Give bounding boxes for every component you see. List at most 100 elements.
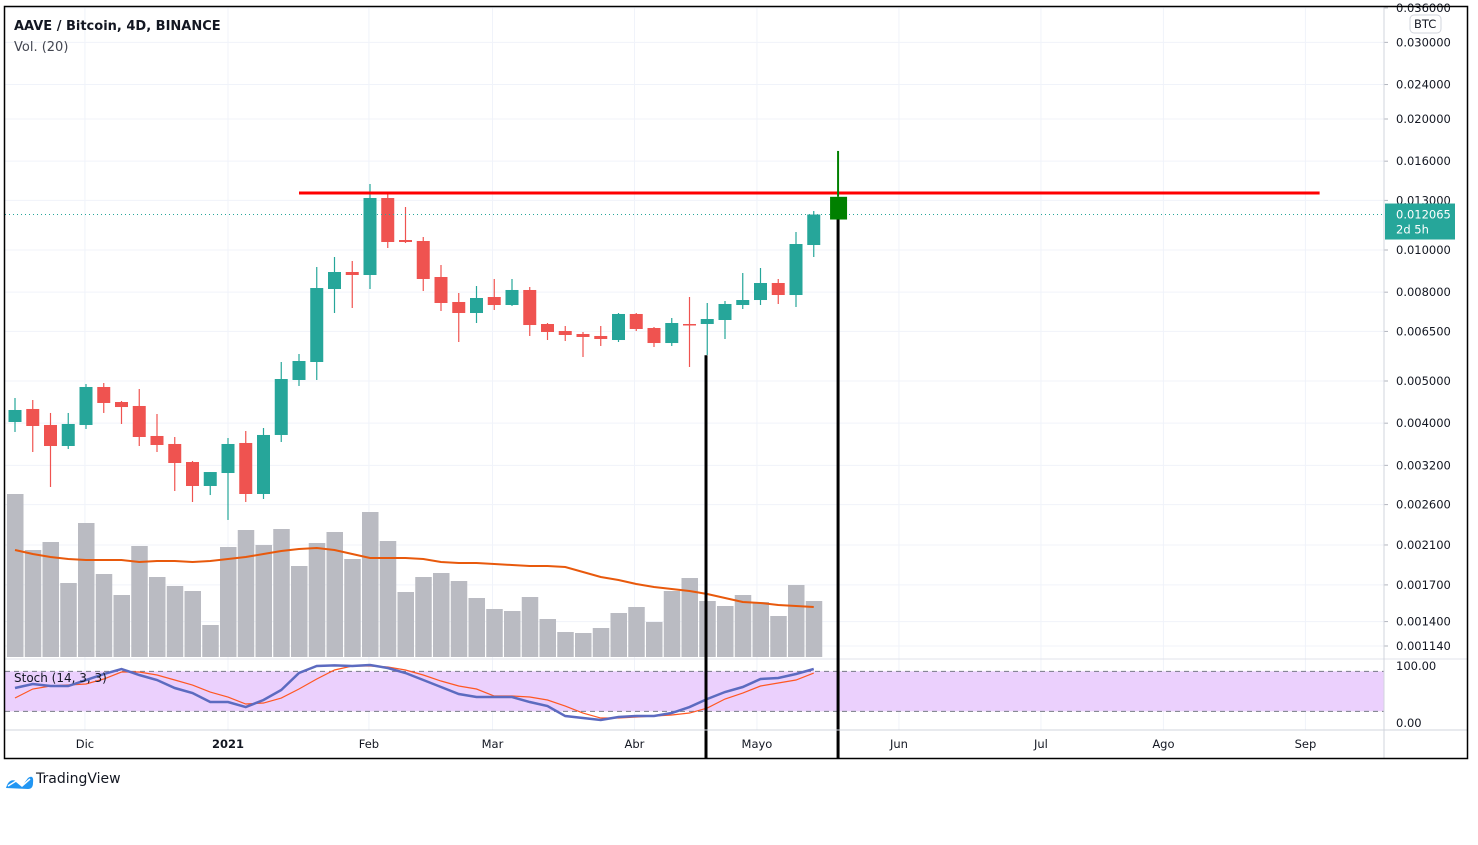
volume-bar: [734, 595, 752, 657]
candle-up: [736, 300, 750, 306]
candle-down: [576, 333, 590, 337]
candle-up: [505, 289, 519, 306]
volume-bar: [450, 581, 468, 657]
volume-bar: [610, 613, 627, 657]
price-tick-label: 0.016000: [1396, 154, 1451, 168]
candle-down: [186, 462, 199, 486]
candle-up: [612, 313, 625, 341]
candle-up: [8, 409, 22, 423]
volume-bar: [291, 566, 308, 657]
volume-bar: [592, 628, 610, 657]
candle-up: [203, 472, 217, 486]
candle-down: [416, 240, 430, 279]
price-tick-label: 0.003200: [1396, 458, 1451, 472]
chart-title: AAVE / Bitcoin, 4D, BINANCE: [14, 19, 221, 34]
volume-ma-line: [14, 546, 814, 608]
price-tick-label: 0.005000: [1396, 374, 1451, 388]
time-tick-label: Feb: [359, 737, 379, 751]
volume-bar: [184, 591, 201, 657]
candle-up: [328, 272, 341, 290]
time-tick-label: Ago: [1152, 737, 1174, 751]
volume-bar: [24, 550, 42, 657]
volume-bar: [521, 597, 539, 657]
candle-down: [132, 405, 146, 437]
candle-up: [274, 379, 288, 435]
volume-bar: [166, 586, 184, 657]
volume-bar: [770, 616, 787, 657]
volume-bar: [557, 632, 574, 657]
stoch-legend: Stoch (14, 3, 3): [14, 671, 107, 685]
volume-bar: [415, 577, 432, 657]
candle-up: [700, 319, 714, 325]
volume-bar: [788, 585, 805, 657]
candle-down: [345, 272, 359, 275]
time-tick-label: Abr: [625, 737, 645, 751]
price-tick-label: 0.001700: [1396, 578, 1451, 592]
volume-bar: [681, 578, 698, 657]
volume-bar: [539, 619, 556, 657]
price-tick-label: 0.010000: [1396, 243, 1451, 257]
candle-down: [523, 289, 537, 326]
volume-bar: [805, 601, 823, 657]
drawings[interactable]: [5, 150, 1384, 758]
volume-bar: [397, 592, 414, 657]
price-tick-label: 0.020000: [1396, 112, 1451, 126]
candle-down: [558, 331, 572, 335]
time-tick-label: Jun: [889, 737, 908, 751]
volume-series: [7, 494, 823, 657]
candle-down: [487, 297, 501, 306]
time-axis[interactable]: Dic 2021 Feb Mar Abr Mayo Jun Jul Ago Sep: [5, 729, 1467, 751]
candle-down: [239, 442, 253, 494]
candle-down: [97, 386, 111, 403]
volume-bar: [60, 583, 77, 657]
candle-down: [594, 335, 608, 340]
price-tick-label: 0.001140: [1396, 639, 1451, 653]
volume-bar: [255, 545, 272, 657]
countdown-label: 2d 5h: [1396, 223, 1429, 237]
time-tick-label: 2021: [212, 737, 244, 751]
candle-up: [363, 198, 377, 275]
volume-bar: [628, 607, 645, 657]
time-tick-label: Jul: [1033, 737, 1048, 751]
stoch-tick-label: 100.00: [1396, 659, 1436, 673]
candle-up: [221, 443, 235, 474]
price-tick-label: 0.004000: [1396, 416, 1451, 430]
stoch-d-line: [14, 665, 814, 719]
candle-down: [434, 276, 448, 303]
price-axis[interactable]: 0.036000 0.030000 0.024000 0.020000 0.016000…: [1383, 1, 1455, 758]
candle-down: [168, 443, 182, 464]
candle-up: [292, 361, 306, 380]
stoch-pane: [5, 658, 1467, 712]
candle-down: [771, 282, 785, 296]
candle-up: [754, 282, 767, 301]
volume-bar: [220, 547, 237, 657]
chart-frame: [3, 5, 1469, 760]
volume-bar: [468, 598, 485, 657]
price-tick-label: 0.006500: [1396, 324, 1451, 338]
volume-bar: [273, 529, 290, 657]
tradingview-brand[interactable]: TradingView: [36, 771, 121, 787]
candle-down: [629, 313, 643, 329]
candle-up: [789, 244, 803, 296]
currency-badge-label: BTC: [1414, 17, 1436, 31]
time-tick-label: Sep: [1295, 737, 1317, 751]
candle-down: [399, 240, 412, 243]
candle-series: [8, 183, 821, 520]
candle-down: [26, 408, 40, 426]
last-price-label: 0.012065: [1396, 208, 1451, 222]
tradingview-logo-icon: [6, 776, 34, 789]
candle-down: [541, 324, 554, 333]
volume-bar: [486, 609, 503, 657]
volume-bar: [504, 611, 521, 657]
stoch-tick-label: 0.00: [1396, 716, 1422, 730]
candle-down: [452, 301, 466, 314]
volume-bar: [379, 541, 397, 657]
candle-down: [115, 402, 128, 408]
price-tick-label: 0.008000: [1396, 285, 1451, 299]
volume-bar: [433, 573, 450, 657]
candle-up: [310, 288, 324, 362]
volume-bar: [149, 577, 166, 657]
candle-up: [665, 323, 679, 344]
volume-bar: [326, 532, 343, 657]
